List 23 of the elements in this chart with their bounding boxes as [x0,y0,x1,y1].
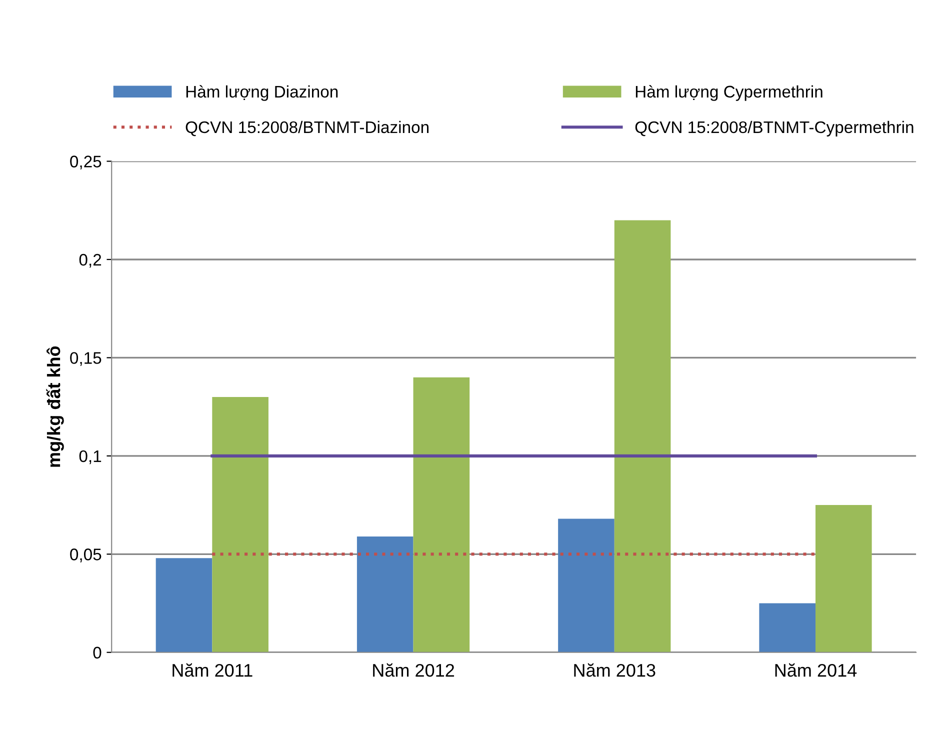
legend-label: QCVN 15:2008/BTNMT-Cypermethrin [635,120,914,136]
bar [156,558,212,652]
bar [759,603,816,652]
x-tick-label: Năm 2011 [172,663,252,677]
bar [815,505,872,652]
legend-label: Hàm lượng Cypermethrin [636,85,822,101]
bar [356,536,414,652]
y-tick-label: 0,25 [70,156,102,170]
legend-label: Hàm lượng Diazinon [186,85,338,101]
bar [212,396,268,652]
y-axis-title: mg/kg đất khô [46,346,64,467]
legend-label: QCVN 15:2008/BTNMT-Diazinon [186,120,428,136]
bar [413,377,470,652]
y-tick-label: 0,05 [70,548,102,562]
y-tick-label: 0,15 [70,352,102,366]
y-tick-label: 0 [93,646,102,659]
y-tick-label: 0,1 [79,450,102,464]
x-tick-label: Năm 2012 [373,663,454,677]
x-tick-label: Năm 2013 [574,663,656,677]
y-tick-label: 0,2 [79,254,102,268]
x-tick-label: Năm 2014 [775,663,857,677]
bar [558,518,614,652]
bar [614,220,671,652]
